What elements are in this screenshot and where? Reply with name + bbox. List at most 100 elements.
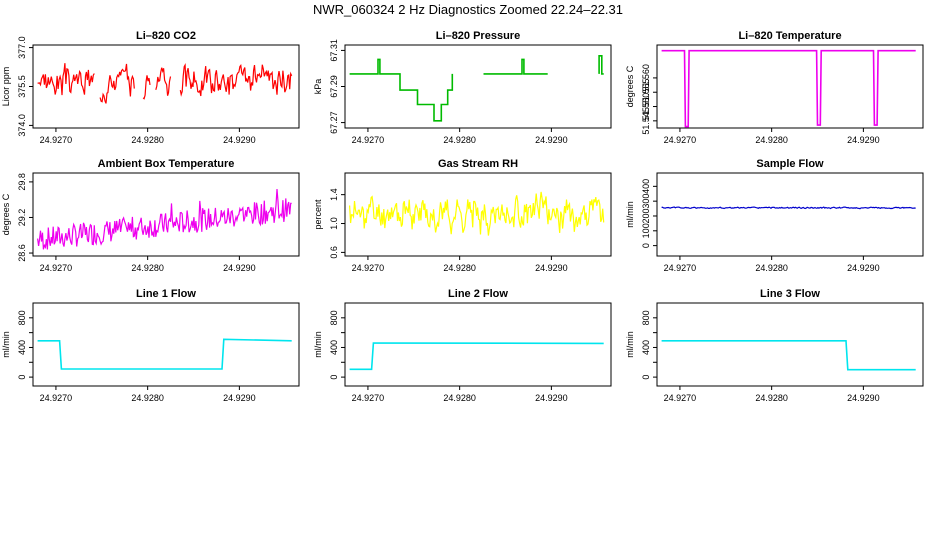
y-axis-label: degrees C xyxy=(625,65,635,107)
plot-frame xyxy=(32,302,300,387)
series-line xyxy=(155,67,172,96)
chart-title: Line 2 Flow xyxy=(448,288,508,300)
series-line xyxy=(37,63,95,96)
series-line xyxy=(179,62,293,97)
x-tick-label: 24.9290 xyxy=(847,393,880,403)
y-tick-label: 1.4 xyxy=(329,188,339,201)
plot-frame xyxy=(344,44,612,129)
series-line xyxy=(142,75,151,100)
y-tick-label: 0 xyxy=(641,375,651,380)
x-tick-label: 24.9270 xyxy=(664,393,697,403)
series-line xyxy=(37,338,292,370)
data-series xyxy=(661,49,916,128)
y-tick-label: 0 xyxy=(329,375,339,380)
x-tick-label: 24.9280 xyxy=(443,135,476,145)
line-1-flow-panel: Line 1 Flow ml/min 24.9270 24.9280 24.9290 0 4… xyxy=(1,288,300,403)
series-line xyxy=(37,189,292,250)
x-tick-label: 24.9280 xyxy=(443,263,476,273)
x-tick-label: 24.9290 xyxy=(535,135,568,145)
y-tick-label: 29.8 xyxy=(17,173,27,191)
x-tick-label: 24.9290 xyxy=(535,393,568,403)
y-tick-label: 29.2 xyxy=(17,209,27,227)
y-axis-label: percent xyxy=(313,199,323,230)
y-tick-label: 51.555 xyxy=(641,78,651,106)
x-tick-label: 24.9290 xyxy=(847,135,880,145)
x-tick-label: 24.9280 xyxy=(131,263,164,273)
x-tick-label: 24.9270 xyxy=(664,135,697,145)
x-tick-label: 24.9280 xyxy=(131,393,164,403)
x-tick-label: 24.9280 xyxy=(755,135,788,145)
y-axis-label: Licor ppm xyxy=(1,67,11,107)
data-series xyxy=(37,62,293,104)
plot-frame xyxy=(344,302,612,387)
plot-frame xyxy=(344,172,612,257)
y-tick-label: 400 xyxy=(17,340,27,355)
y-tick-label: 400 xyxy=(641,340,651,355)
y-tick-label: 67.29 xyxy=(329,75,339,98)
y-tick-label: 374.0 xyxy=(17,114,27,137)
chart-title: Sample Flow xyxy=(756,158,824,170)
chart-title: Li–820 CO2 xyxy=(136,30,196,42)
y-axis-label: ml/min xyxy=(1,331,11,358)
y-tick-label: 377.0 xyxy=(17,36,27,59)
data-series xyxy=(37,338,292,370)
y-tick-label: 400 xyxy=(641,179,651,194)
y-tick-label: 0.6 xyxy=(329,246,339,259)
chart-title: Li–820 Pressure xyxy=(436,30,520,42)
chart-title: Line 1 Flow xyxy=(136,288,196,300)
plot-frame xyxy=(656,302,924,387)
data-series xyxy=(661,206,916,210)
plot-frame xyxy=(32,172,300,257)
y-axis-label: degrees C xyxy=(1,193,11,235)
data-series xyxy=(349,342,604,371)
y-tick-label: 51.560 xyxy=(641,64,651,92)
plot-frame xyxy=(656,44,924,129)
series-line xyxy=(349,58,454,122)
x-tick-label: 24.9280 xyxy=(131,135,164,145)
plot-frame xyxy=(32,44,300,129)
data-series xyxy=(37,189,292,250)
y-tick-label: 51.550 xyxy=(641,93,651,121)
x-tick-label: 24.9290 xyxy=(847,263,880,273)
pressure-panel: Li–820 Pressure kPa 24.9270 24.9280 24.9290 6… xyxy=(313,30,612,145)
x-tick-label: 24.9270 xyxy=(664,263,697,273)
x-tick-label: 24.9270 xyxy=(352,393,385,403)
x-tick-label: 24.9290 xyxy=(535,263,568,273)
y-axis-label: ml/min xyxy=(625,201,635,228)
y-tick-label: 51.545 xyxy=(641,107,651,135)
y-tick-label: 400 xyxy=(329,340,339,355)
y-tick-label: 800 xyxy=(641,310,651,325)
x-tick-label: 24.9290 xyxy=(223,393,256,403)
gas-stream-rh-panel: Gas Stream RH percent 24.9270 24.9280 24.929… xyxy=(313,158,612,273)
y-tick-label: 0 xyxy=(641,243,651,248)
y-tick-label: 67.31 xyxy=(329,39,339,62)
data-series xyxy=(661,340,916,371)
co2-panel: Li–820 CO2 Licor ppm 24.9270 24.9280 24.9290… xyxy=(1,30,300,145)
x-tick-label: 24.9280 xyxy=(755,263,788,273)
y-tick-label: 67.27 xyxy=(329,111,339,134)
x-tick-label: 24.9290 xyxy=(223,135,256,145)
x-tick-label: 24.9270 xyxy=(40,135,73,145)
y-tick-label: 1.0 xyxy=(329,217,339,230)
licor-temperature-panel: Li–820 Temperature degrees C 24.9270 24.928… xyxy=(625,30,924,145)
data-series xyxy=(349,55,604,122)
y-tick-label: 28.6 xyxy=(17,244,27,262)
chart-title: Line 3 Flow xyxy=(760,288,820,300)
y-axis-label: kPa xyxy=(313,79,323,95)
y-tick-label: 300 xyxy=(641,194,651,209)
y-tick-label: 800 xyxy=(329,310,339,325)
x-tick-label: 24.9270 xyxy=(352,263,385,273)
series-line xyxy=(483,58,548,75)
series-line xyxy=(661,49,916,128)
x-tick-label: 24.9270 xyxy=(40,263,73,273)
y-axis-label: ml/min xyxy=(625,331,635,358)
y-tick-label: 200 xyxy=(641,208,651,223)
chart-title: Li–820 Temperature xyxy=(738,30,841,42)
ambient-box-temperature-panel: Ambient Box Temperature degrees C 24.9270 2… xyxy=(1,158,300,273)
series-line xyxy=(349,191,605,236)
y-tick-label: 375.5 xyxy=(17,75,27,98)
y-axis-label: ml/min xyxy=(313,331,323,358)
series-line xyxy=(661,340,916,371)
figure-title: NWR_060324 2 Hz Diagnostics Zoomed 22.24… xyxy=(312,2,623,17)
x-tick-label: 24.9270 xyxy=(40,393,73,403)
